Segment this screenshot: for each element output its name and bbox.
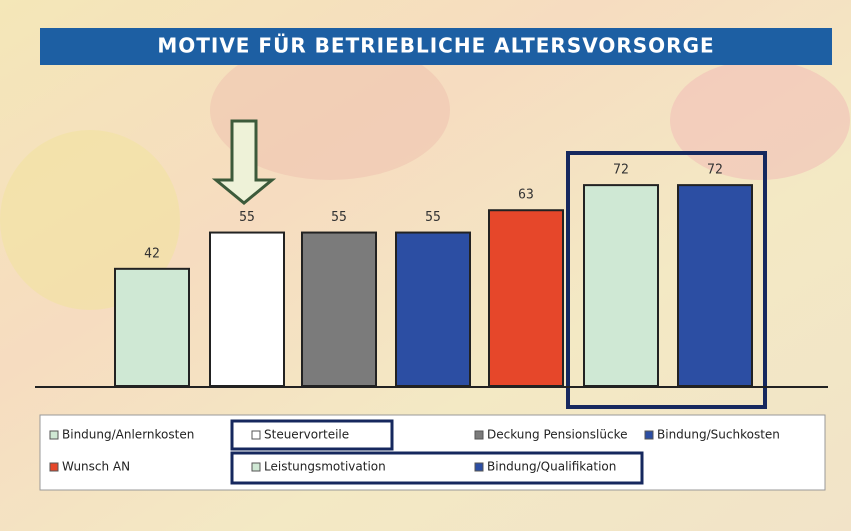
value-label: 72 bbox=[707, 163, 723, 178]
value-label: 55 bbox=[239, 210, 255, 225]
legend-label: Bindung/Suchkosten bbox=[657, 428, 780, 442]
legend-swatch bbox=[252, 431, 260, 439]
legend-swatch bbox=[252, 463, 260, 471]
decor bbox=[670, 60, 850, 180]
legend-label: Wunsch AN bbox=[62, 460, 130, 474]
legend-label: Leistungsmotivation bbox=[264, 460, 386, 474]
legend-swatch bbox=[50, 463, 58, 471]
legend-swatch bbox=[475, 431, 483, 439]
legend-swatch bbox=[645, 431, 653, 439]
chart: MOTIVE FÜR BETRIEBLICHE ALTERSVORSORGE 4… bbox=[0, 0, 851, 531]
bar bbox=[489, 210, 563, 386]
bar bbox=[678, 185, 752, 386]
value-label: 63 bbox=[518, 188, 534, 203]
bar bbox=[115, 269, 189, 386]
bar bbox=[396, 233, 470, 386]
legend-label: Bindung/Qualifikation bbox=[487, 460, 616, 474]
bar bbox=[210, 233, 284, 386]
chart-title: MOTIVE FÜR BETRIEBLICHE ALTERSVORSORGE bbox=[157, 34, 714, 58]
value-label: 42 bbox=[144, 246, 160, 261]
value-label: 55 bbox=[331, 210, 347, 225]
page: {"chart_data": {"type": "bar", "title": … bbox=[0, 0, 851, 531]
value-label: 55 bbox=[425, 210, 441, 225]
legend-label: Deckung Pensionslücke bbox=[487, 428, 627, 442]
legend-swatch bbox=[50, 431, 58, 439]
value-label: 72 bbox=[613, 163, 629, 178]
legend-swatch bbox=[475, 463, 483, 471]
bar bbox=[584, 185, 658, 386]
bar bbox=[302, 233, 376, 386]
legend-label: Bindung/Anlernkosten bbox=[62, 428, 194, 442]
legend-label: Steuervorteile bbox=[264, 428, 349, 442]
